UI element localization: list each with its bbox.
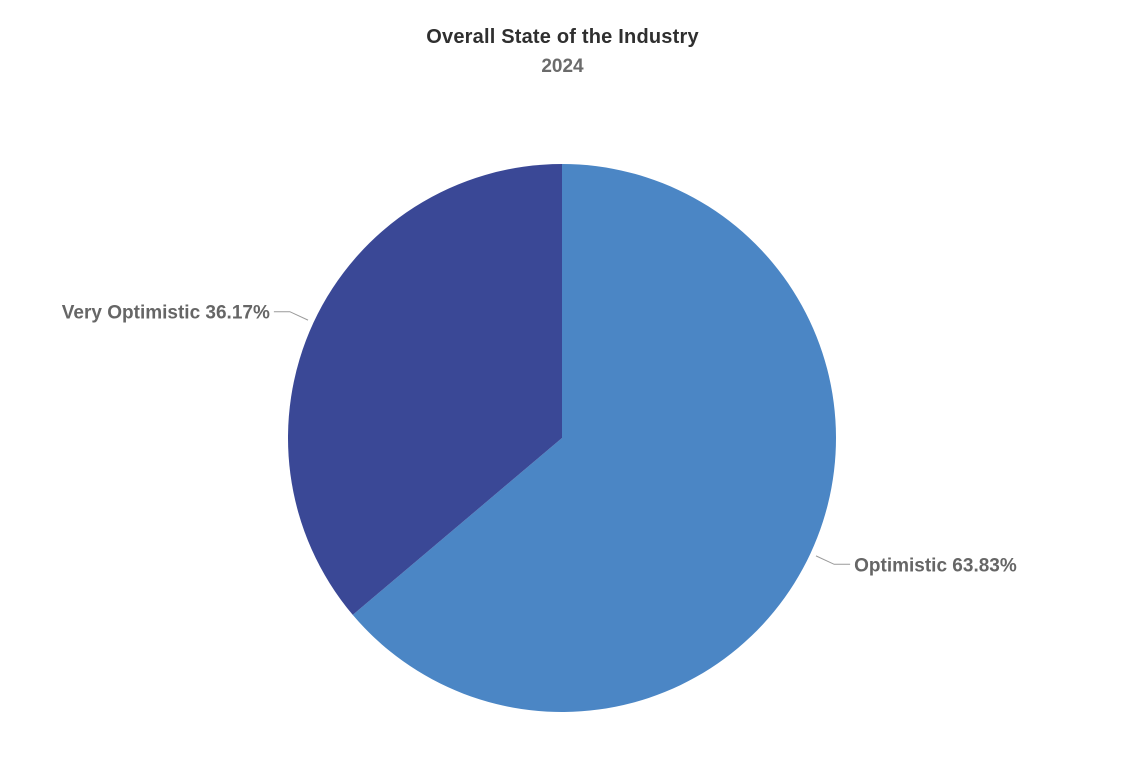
chart-subtitle: 2024 <box>541 56 584 77</box>
pie-labels: Optimistic 63.83% Very Optimistic 36.17% <box>62 303 1017 577</box>
data-label: Optimistic 63.83% <box>854 555 1017 576</box>
data-label: Very Optimistic 36.17% <box>62 303 270 324</box>
chart-title: Overall State of the Industry <box>426 26 699 48</box>
leader-line <box>273 311 309 321</box>
pie-slices <box>287 163 836 713</box>
leader-line <box>815 555 851 565</box>
pie-slice-very-optimistic <box>287 163 562 615</box>
pie-slice-optimistic <box>352 164 836 713</box>
